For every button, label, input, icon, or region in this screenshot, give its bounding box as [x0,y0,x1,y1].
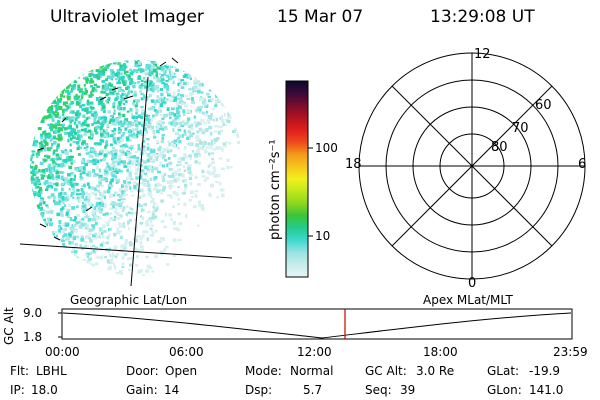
status-ip-value: 18.0 [31,383,58,397]
altitude-curve [62,312,572,339]
coastline-fragment [61,117,67,123]
date-label: 15 Mar 07 [277,7,364,27]
timeline-panel [58,308,573,340]
coastline-fragment [159,61,167,67]
timeline-ytick-label-high: 9.0 [23,306,43,320]
timeline-xtick-2359: 23:59 [553,345,588,359]
color-bar-label-10: 10 [315,229,331,243]
timeline-ytick-label-low: 1.8 [23,330,43,344]
color-bar [285,80,313,278]
mlt-label-dawn: 6 [578,157,587,172]
timeline-y-axis-label: GC Alt [2,307,16,345]
status-filter-key: Flt: [10,364,29,378]
mlt-label-midnight: 0 [468,276,477,291]
coastline-fragments [37,57,179,241]
mlat-label-60: 60 [535,98,552,113]
coastline-fragment [123,95,134,100]
status-gc-alt-value: 3.0 Re [416,364,455,378]
status-door-key: Door: [126,364,159,378]
coastline-fragment [53,236,61,241]
coastline-fragment [171,57,179,64]
timeline-xtick-0000: 00:00 [45,345,80,359]
status-filter-value: LBHL [36,364,67,378]
status-glon-value: 141.0 [529,383,564,397]
status-mode-value: Normal [290,364,334,378]
coastline-fragment [39,223,47,228]
status-dsp-key: Dsp: [245,383,273,397]
timeline-frame [61,308,573,340]
time-label: 13:29:08 UT [430,7,535,27]
polar-diagonal-2 [391,85,553,247]
instrument-title: Ultraviolet Imager [50,7,204,27]
timeline-xtick-1200: 12:00 [297,345,332,359]
status-gc-alt-key: GC Alt: [365,364,407,378]
mlt-label-dusk: 18 [345,157,362,172]
coastline-fragment [111,87,119,91]
status-ip-key: IP: [10,383,25,397]
status-seq-key: Seq: [365,383,392,397]
status-mode-key: Mode: [245,364,282,378]
timeline-right-title: Apex MLat/MLT [423,293,513,307]
mlat-label-70: 70 [512,121,529,136]
status-gain-key: Gain: [126,383,158,397]
color-bar-scale [285,80,309,278]
status-glat-key: GLat: [487,364,520,378]
mlt-label-noon: 12 [474,47,491,62]
auroral-image [19,57,244,287]
status-gain-value: 14 [164,383,180,397]
coastline-fragment [99,96,107,101]
mlat-label-80: 80 [491,140,508,155]
status-dsp-value: 5.7 [303,383,323,397]
status-glon-key: GLon: [487,383,522,397]
coastline-fragment [37,147,45,151]
parallel-line [19,243,233,259]
status-door-value: Open [165,364,198,378]
color-bar-unit-label: photon cm⁻²s⁻¹ [268,139,283,240]
coastline-fragment [85,206,93,212]
color-bar-label-100: 100 [315,141,338,155]
timeline-left-title: Geographic Lat/Lon [70,293,188,307]
status-seq-value: 39 [400,383,416,397]
polar-grid [358,52,586,280]
status-glat-value: -19.9 [529,364,561,378]
timeline-xtick-0600: 06:00 [169,345,204,359]
timeline-xtick-1800: 18:00 [423,345,458,359]
